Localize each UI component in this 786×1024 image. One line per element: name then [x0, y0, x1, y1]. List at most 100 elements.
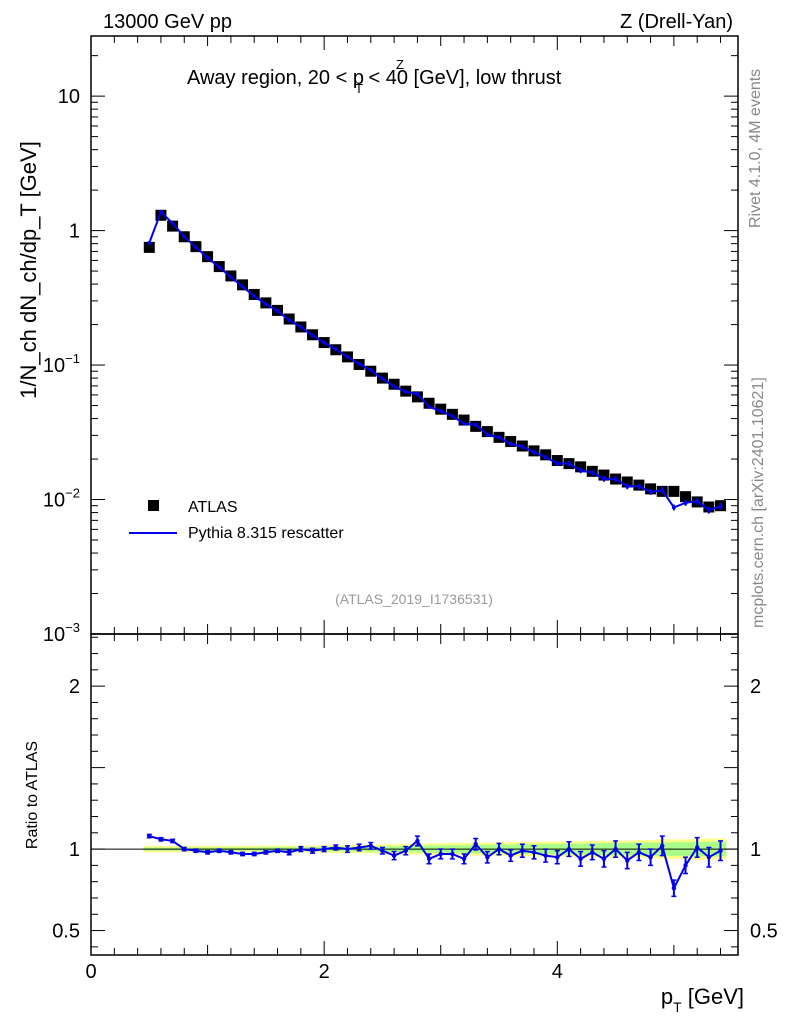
ratio-mc-point: [694, 845, 700, 850]
ratio-mc-point: [252, 851, 257, 857]
ratio-ylabel: Ratio to ATLAS: [24, 741, 41, 849]
main-y-tick-label-exp: −2: [65, 486, 80, 501]
mc-data-point: [648, 489, 653, 494]
ratio-mc-point: [380, 848, 385, 853]
atlas-data-point: [575, 461, 587, 473]
ratio-y-tick-label: 1: [69, 839, 80, 861]
legend-data-label: ATLAS: [188, 499, 238, 516]
x-tick-label: 4: [552, 961, 563, 983]
ratio-mc-point: [240, 851, 245, 857]
ratio-mc-point: [660, 843, 665, 849]
ratio-y-tick-label-right: 1: [750, 839, 761, 861]
ratio-mc-point: [625, 858, 630, 863]
ratio-mc-point: [508, 853, 513, 858]
ratio-mc-point: [321, 846, 327, 852]
ratio-mc-point: [403, 848, 408, 853]
mc-data-point: [322, 340, 327, 345]
ratio-mc-point: [531, 850, 537, 855]
main-y-tick-label: 1: [69, 221, 80, 243]
mc-data-point: [660, 488, 665, 493]
legend-mc-label: Pythia 8.315 rescatter: [188, 525, 344, 542]
mc-data-point: [357, 361, 362, 366]
mc-data-point: [333, 347, 338, 352]
mc-data-point: [695, 499, 700, 504]
ratio-mc-point: [683, 863, 688, 868]
ratio-mc-point: [671, 885, 677, 891]
ratio-mc-point: [368, 843, 373, 849]
mc-data-point: [217, 265, 222, 270]
mc-data-point: [636, 484, 641, 489]
ratio-mc-point: [706, 855, 712, 860]
atlas-data-point: [680, 491, 692, 503]
atlas-data-point: [423, 397, 435, 409]
atlas-data-point: [645, 483, 657, 495]
main-y-tick-label-exp: −1: [65, 351, 80, 366]
ratio-mc-point: [496, 846, 502, 852]
plot-title-main: Away region, 20 < p: [187, 67, 364, 89]
x-axis-label: pT [GeV]: [661, 984, 744, 1015]
ratio-y-tick-label: 2: [69, 676, 80, 698]
legend-data-marker: [148, 500, 159, 511]
mc-data-point: [718, 504, 723, 509]
ratio-mc-point: [147, 833, 152, 839]
ratio-mc-point: [333, 845, 339, 850]
atlas-data-point: [155, 209, 167, 221]
main-y-tick-label: 10−3: [43, 620, 80, 646]
svg-text:1/N_ch dN_ch/dp_T [GeV]: 1/N_ch dN_ch/dp_T [GeV]: [16, 141, 41, 399]
mc-data-point: [613, 477, 618, 482]
mc-data-point: [683, 500, 688, 505]
main-y-tick-label: 10: [58, 86, 80, 108]
plot-title-tail: < 40 [GeV], low thrust: [363, 67, 562, 89]
ratio-mc-point: [345, 846, 350, 852]
ratio-mc-point: [450, 851, 455, 857]
atlas-data-point: [668, 485, 680, 497]
mc-data-point: [706, 507, 711, 512]
mc-data-point: [287, 318, 292, 323]
mc-data-point: [263, 302, 268, 307]
main-y-tick-label-exp: −3: [65, 620, 80, 635]
ratio-mc-point: [217, 848, 222, 853]
ratio-mc-point: [543, 853, 548, 858]
mc-data-point: [520, 444, 525, 449]
atlas-data-point: [411, 391, 423, 403]
ratio-mc-point: [461, 856, 467, 862]
analysis-id: (ATLAS_2019_I1736531): [335, 591, 493, 607]
mc-data-point: [298, 324, 303, 329]
ratio-mc-point: [426, 856, 432, 862]
mc-data-point: [508, 441, 513, 446]
ratio-mc-point: [438, 851, 443, 857]
plot-title: Away region, 20 < pT < 40 [GeV], low thr…: [187, 67, 562, 96]
main-ylabel-text: 1/N_ch dN_ch/dp_T [GeV]: [16, 141, 41, 399]
mc-data-point: [450, 414, 455, 419]
mc-data-point: [566, 461, 571, 466]
mc-data-point: [438, 408, 443, 413]
atlas-data-point: [143, 241, 155, 253]
mc-data-point: [228, 275, 233, 280]
mcplots-label: mcplots.cern.ch [arXiv:2401.10621]: [750, 377, 767, 628]
mc-data-point: [485, 432, 490, 437]
mc-data-point: [403, 389, 408, 394]
mc-data-point: [158, 209, 163, 214]
mc-data-point: [170, 221, 175, 226]
mc-data-point: [578, 468, 583, 473]
ratio-mc-point: [310, 848, 315, 853]
mc-data-point: [462, 421, 467, 426]
ratio-mc-point: [170, 838, 175, 844]
x-axis-label-tail: [GeV]: [682, 984, 744, 1009]
ratio-mc-point: [555, 855, 560, 860]
ratio-mc-point: [718, 848, 723, 853]
ratio-panel: 2 21 10.5 0.50 2 4: [52, 633, 778, 983]
atlas-data-point: [621, 476, 633, 488]
mc-data-point: [555, 461, 560, 466]
mc-data-point: [543, 455, 548, 460]
mc-data-point: [671, 505, 676, 510]
ratio-mc-point: [205, 850, 210, 855]
mc-data-point: [415, 392, 420, 397]
main-ylabel: 1/N_ch dN_ch/dp_T [GeV]: [16, 141, 41, 399]
ratio-mc-point: [473, 841, 478, 847]
ratio-mc-point: [286, 850, 292, 855]
mc-data-point: [590, 470, 595, 475]
mc-data-point: [345, 354, 350, 359]
